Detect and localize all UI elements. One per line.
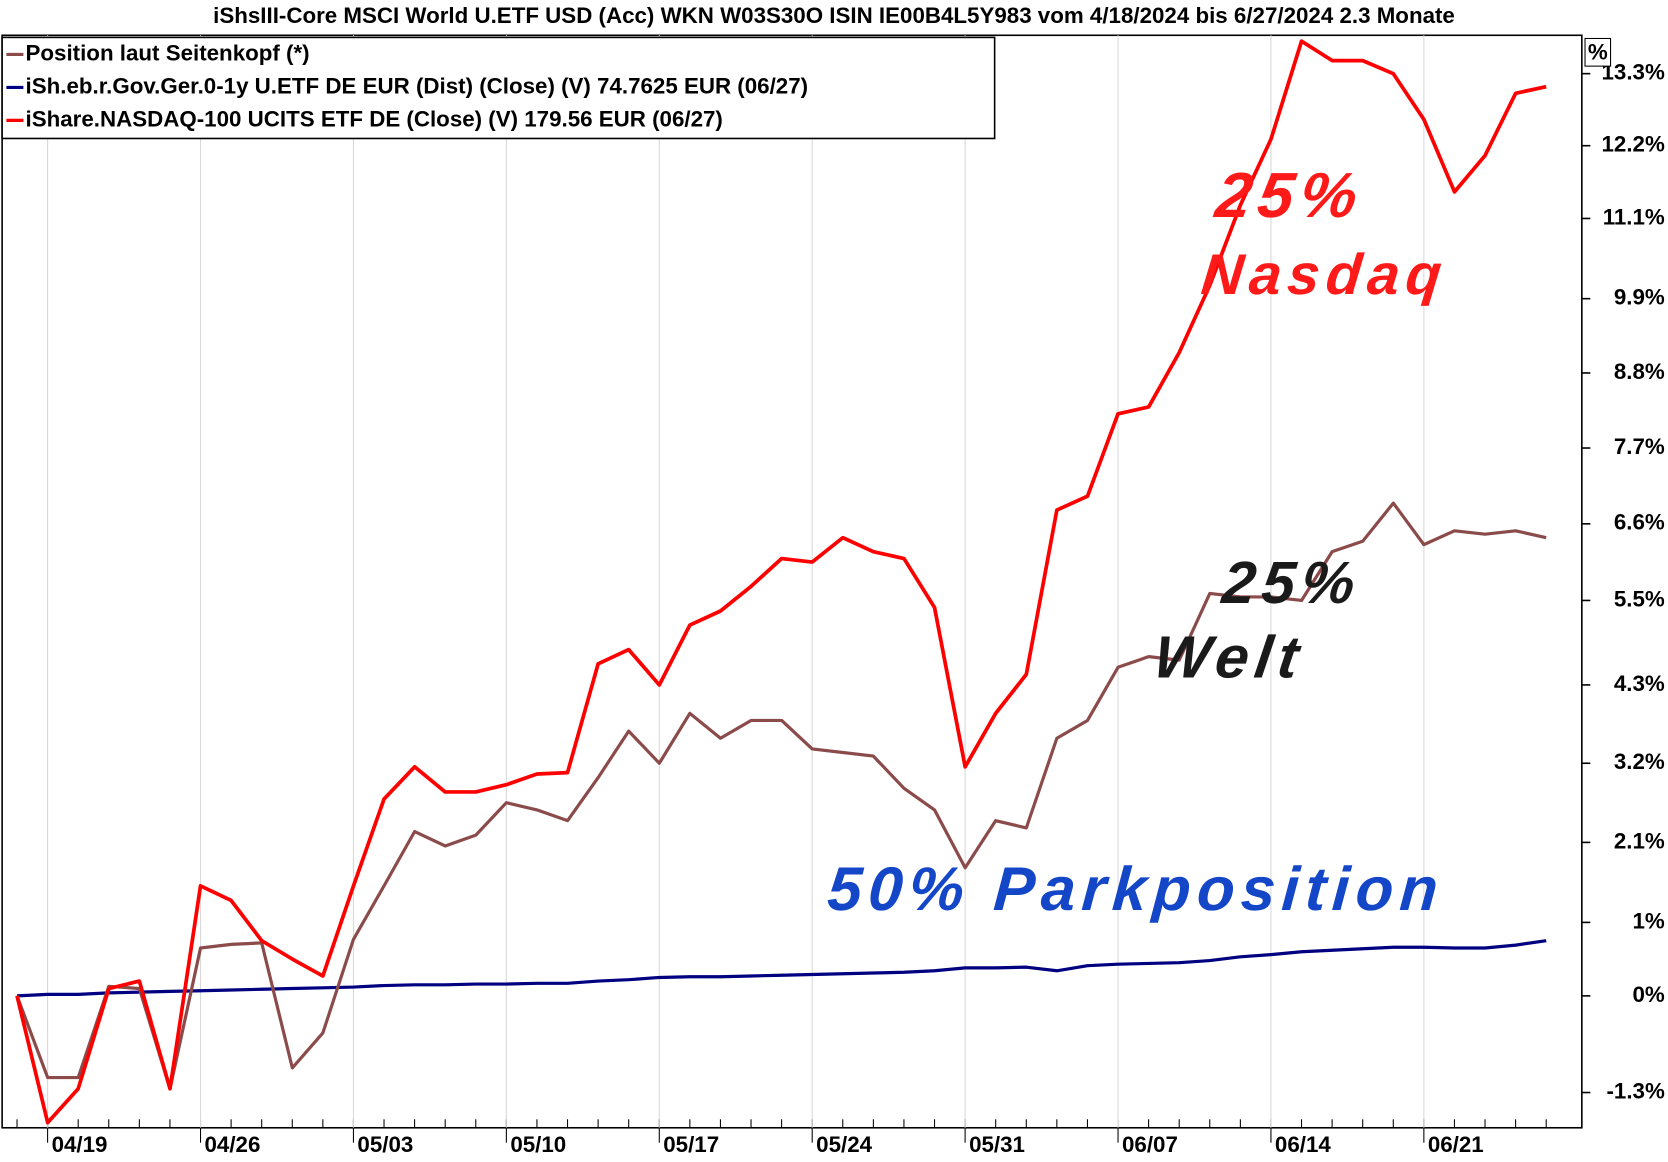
y-tick-label: 4.3% (1614, 671, 1665, 696)
y-tick-label: 9.9% (1614, 285, 1665, 310)
x-tick-label: 05/31 (969, 1132, 1025, 1157)
annotation: Nasdaq (1199, 243, 1451, 307)
annotation: 25% (1218, 549, 1364, 616)
y-axis-label-box (1584, 37, 1612, 67)
x-tick-label: 05/03 (357, 1132, 413, 1157)
chart-title: iShsIII-Core MSCI World U.ETF USD (Acc) … (213, 3, 1455, 28)
y-tick-label: -1.3% (1606, 1078, 1664, 1103)
annotation: 50% Parkposition (825, 855, 1446, 924)
x-tick-label: 05/24 (816, 1132, 872, 1157)
x-tick-label: 06/14 (1275, 1132, 1331, 1157)
annotation: 25% (1211, 159, 1369, 231)
y-tick-label: 11.1% (1603, 204, 1665, 229)
y-axis-label: % (1588, 39, 1608, 64)
y-tick-label: 12.2% (1601, 132, 1664, 157)
annotation: Welt (1150, 624, 1310, 691)
series-line (15, 501, 1547, 1091)
x-tick-label: 04/19 (52, 1132, 108, 1157)
legend-label: iSh.eb.r.Gov.Ger.0-1y U.ETF DE EUR (Dist… (26, 73, 809, 98)
y-tick-label: 7.7% (1614, 434, 1665, 459)
y-tick-label: 1% (1633, 908, 1665, 933)
x-tick-label: 05/17 (663, 1132, 719, 1157)
legend-box (1, 36, 996, 140)
y-tick-label: 0% (1633, 982, 1665, 1007)
y-tick-label: 8.8% (1614, 359, 1665, 384)
y-tick-label: 5.5% (1614, 586, 1665, 611)
x-tick-label: 05/10 (510, 1132, 566, 1157)
y-tick-label: 3.2% (1614, 749, 1665, 774)
legend-label: iShare.NASDAQ-100 UCITS ETF DE (Close) (… (26, 106, 723, 131)
legend-label: Position laut Seitenkopf (*) (26, 40, 310, 65)
y-tick-label: 13.3% (1601, 60, 1664, 85)
series-line (15, 39, 1547, 1125)
x-tick-label: 04/26 (204, 1132, 260, 1157)
y-tick-label: 2.1% (1614, 828, 1665, 853)
x-tick-label: 06/21 (1428, 1132, 1484, 1157)
plot-area (1, 34, 1583, 1129)
y-tick-label: 6.6% (1614, 510, 1665, 535)
x-tick-label: 06/07 (1122, 1132, 1178, 1157)
